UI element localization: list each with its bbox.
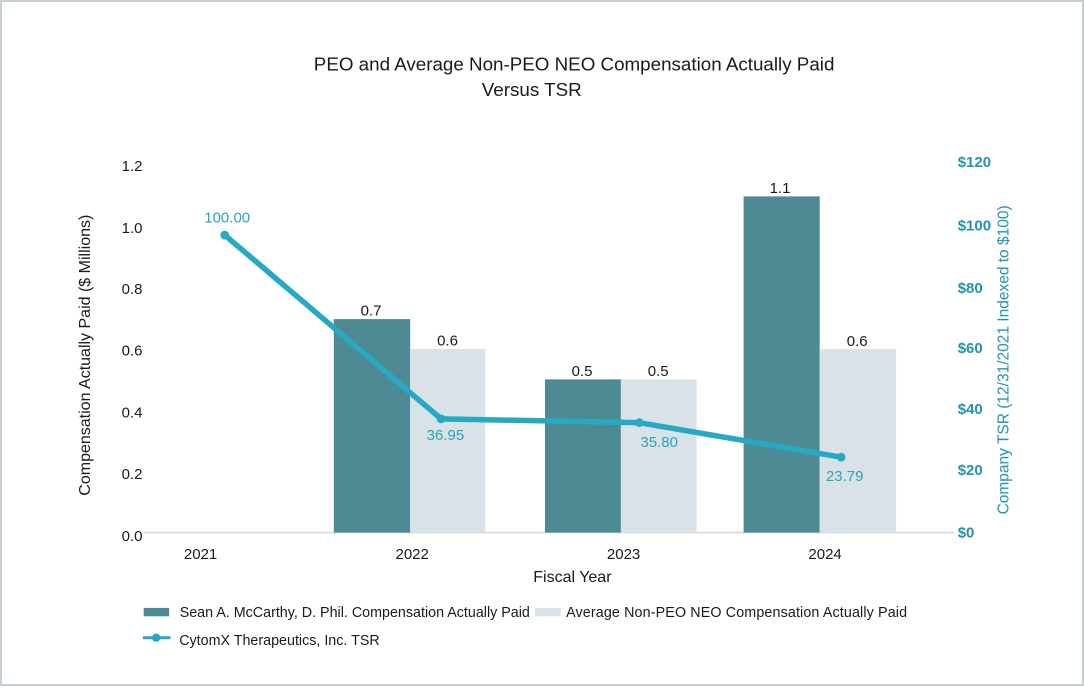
svg-text:Versus TSR: Versus TSR [482, 79, 582, 100]
svg-text:$100: $100 [958, 218, 991, 235]
svg-text:1.0: 1.0 [122, 220, 143, 237]
svg-text:CytomX Therapeutics, Inc. TSR: CytomX Therapeutics, Inc. TSR [179, 633, 380, 649]
svg-text:0.5: 0.5 [572, 363, 593, 380]
svg-text:0.6: 0.6 [847, 333, 868, 350]
svg-text:$60: $60 [958, 340, 983, 357]
svg-text:$0: $0 [958, 524, 975, 541]
svg-text:Average Non-PEO NEO Compensati: Average Non-PEO NEO Compensation Actuall… [566, 605, 907, 621]
svg-text:$40: $40 [958, 401, 983, 418]
svg-text:1.1: 1.1 [770, 180, 791, 197]
svg-text:$20: $20 [958, 462, 983, 479]
svg-text:Compensation Actually Paid ($: Compensation Actually Paid ($ Millions) [77, 215, 94, 496]
svg-text:2021: 2021 [184, 546, 217, 563]
svg-text:Company TSR (12/31/2021 Indexe: Company TSR (12/31/2021 Indexed to $100) [996, 205, 1013, 514]
svg-text:Fiscal Year: Fiscal Year [533, 569, 612, 586]
svg-text:0.0: 0.0 [122, 528, 143, 545]
svg-text:0.6: 0.6 [122, 342, 143, 359]
svg-text:$80: $80 [958, 280, 983, 297]
svg-text:0.2: 0.2 [122, 466, 143, 483]
svg-text:2022: 2022 [396, 546, 429, 563]
svg-text:2024: 2024 [808, 546, 841, 563]
svg-text:23.79: 23.79 [826, 468, 864, 485]
svg-text:0.7: 0.7 [361, 303, 382, 320]
svg-text:35.80: 35.80 [640, 434, 678, 451]
svg-text:0.4: 0.4 [122, 404, 143, 421]
svg-text:2023: 2023 [607, 546, 640, 563]
svg-text:$120: $120 [958, 154, 991, 171]
svg-text:0.6: 0.6 [437, 333, 458, 350]
svg-text:0.5: 0.5 [648, 363, 669, 380]
svg-text:36.95: 36.95 [427, 427, 465, 444]
svg-text:100.00: 100.00 [204, 209, 250, 226]
svg-text:PEO and Average Non-PEO NEO Co: PEO and Average Non-PEO NEO Compensation… [314, 54, 835, 75]
svg-text:Sean A. McCarthy, D. Phil. Com: Sean A. McCarthy, D. Phil. Compensation … [180, 605, 530, 621]
svg-text:0.8: 0.8 [122, 281, 143, 298]
svg-text:1.2: 1.2 [122, 158, 143, 175]
